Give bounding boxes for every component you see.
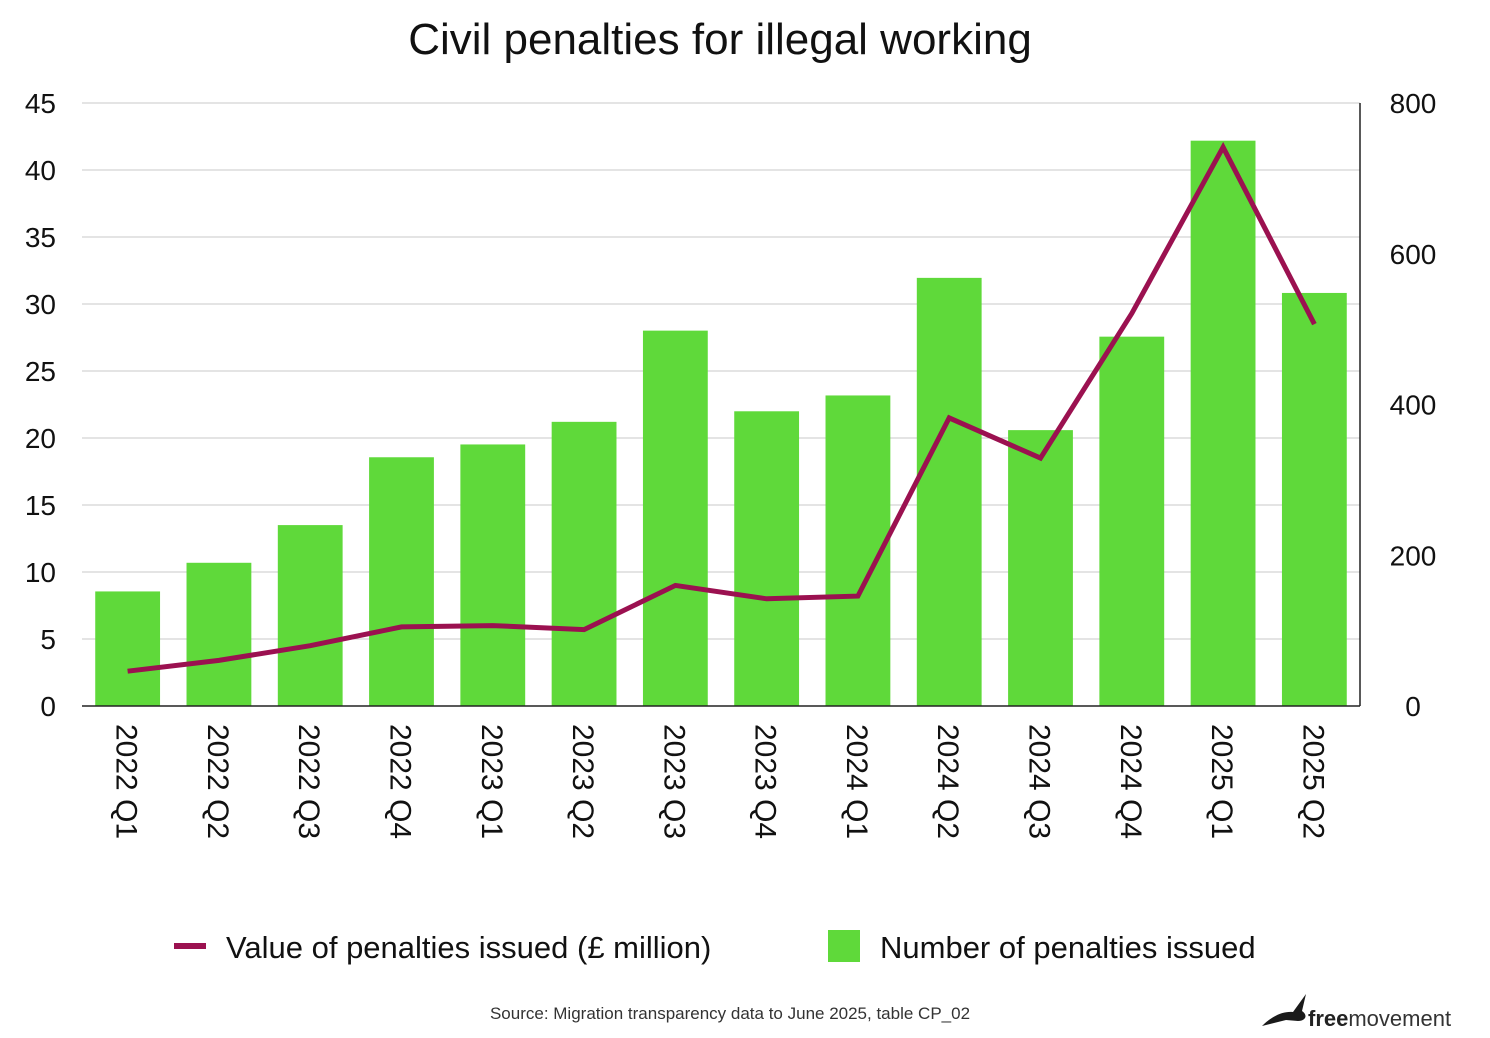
category-label: 2023 Q4 bbox=[749, 724, 782, 839]
category-label: 2024 Q1 bbox=[840, 724, 873, 839]
left-tick-label: 25 bbox=[25, 356, 56, 387]
right-tick-label: 800 bbox=[1390, 88, 1437, 119]
right-tick-label: 0 bbox=[1405, 691, 1421, 722]
bar bbox=[1099, 337, 1164, 706]
category-label: 2022 Q4 bbox=[384, 724, 417, 839]
category-label: 2022 Q2 bbox=[201, 724, 234, 839]
left-tick-label: 5 bbox=[40, 624, 56, 655]
bar bbox=[1008, 430, 1073, 706]
left-tick-label: 0 bbox=[40, 691, 56, 722]
bar-series bbox=[95, 141, 1347, 706]
brand-wordmark-bold: free bbox=[1308, 1006, 1348, 1031]
right-tick-label: 400 bbox=[1390, 390, 1437, 421]
brand-wordmark: freemovement bbox=[1308, 1006, 1451, 1031]
left-tick-label: 35 bbox=[25, 222, 56, 253]
right-tick-label: 200 bbox=[1390, 540, 1437, 571]
axes bbox=[82, 103, 1360, 706]
bar bbox=[278, 525, 343, 706]
category-label: 2023 Q2 bbox=[566, 724, 599, 839]
brand-wordmark-regular: movement bbox=[1348, 1006, 1451, 1031]
legend-line-label: Value of penalties issued (£ million) bbox=[226, 930, 711, 965]
x-axis-categories: 2022 Q1 2022 Q2 2022 Q3 2022 Q4 2023 Q1 2023 … bbox=[110, 724, 1330, 839]
bar bbox=[369, 457, 434, 706]
category-label: 2022 Q3 bbox=[292, 724, 325, 839]
legend-bar-swatch bbox=[828, 930, 860, 962]
bar bbox=[552, 422, 617, 706]
left-tick-label: 15 bbox=[25, 490, 56, 521]
category-label: 2023 Q3 bbox=[657, 724, 690, 839]
left-tick-label: 45 bbox=[25, 88, 56, 119]
category-label: 2022 Q1 bbox=[110, 724, 143, 839]
right-tick-label: 600 bbox=[1390, 239, 1437, 270]
legend-bar-label: Number of penalties issued bbox=[880, 930, 1256, 965]
category-label: 2025 Q1 bbox=[1205, 724, 1238, 839]
category-label: 2024 Q2 bbox=[931, 724, 964, 839]
category-label: 2024 Q3 bbox=[1023, 724, 1056, 839]
bar bbox=[1282, 293, 1347, 706]
bar bbox=[917, 278, 982, 706]
bar bbox=[1191, 141, 1256, 706]
chart-title: Civil penalties for illegal working bbox=[408, 15, 1032, 64]
source-note: Source: Migration transparency data to J… bbox=[490, 1004, 970, 1023]
bar bbox=[187, 563, 252, 706]
left-tick-label: 20 bbox=[25, 423, 56, 454]
right-axis-ticks: 0 200 400 600 800 bbox=[1390, 88, 1437, 722]
left-tick-label: 30 bbox=[25, 289, 56, 320]
bar bbox=[95, 591, 160, 706]
brand-logo: freemovement bbox=[1262, 994, 1451, 1031]
grid-lines bbox=[82, 103, 1360, 639]
left-tick-label: 10 bbox=[25, 557, 56, 588]
left-axis-ticks: 0 5 10 15 20 25 30 35 40 45 bbox=[25, 88, 56, 722]
legend: Value of penalties issued (£ million) Nu… bbox=[174, 930, 1256, 965]
category-label: 2024 Q4 bbox=[1114, 724, 1147, 839]
category-label: 2023 Q1 bbox=[475, 724, 508, 839]
bar bbox=[643, 331, 708, 706]
bar bbox=[734, 411, 799, 706]
bar bbox=[460, 444, 525, 706]
left-tick-label: 40 bbox=[25, 155, 56, 186]
category-label: 2025 Q2 bbox=[1296, 724, 1329, 839]
bird-icon bbox=[1262, 994, 1306, 1026]
